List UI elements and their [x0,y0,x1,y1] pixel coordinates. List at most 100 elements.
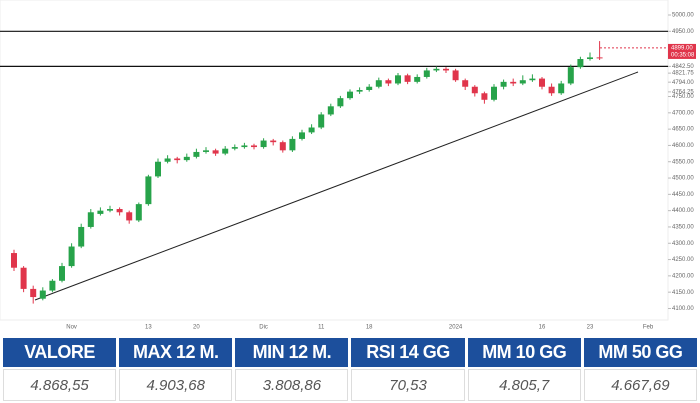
candle-body [116,209,123,213]
candle-body [385,80,392,84]
y-tick-label: 4250.00 [672,257,694,263]
y-tick-label: 4950.00 [672,29,694,35]
candle-body [135,204,142,221]
candle-body [164,158,171,162]
candle-body [500,81,507,87]
candle-body [356,90,363,92]
candle-body [11,253,17,268]
candle-body [347,91,353,99]
header-cell: MIN 12 M. [235,338,349,367]
candle-body [519,80,526,84]
y-tick-label: 4150.00 [672,290,694,296]
candle-body [462,80,469,87]
header-cell: RSI 14 GG [351,338,465,367]
candle-body [308,127,315,133]
candle-body [183,156,190,161]
y-tick-label: 4450.00 [672,192,694,198]
candle-body [203,150,209,152]
x-tick-label: 16 [539,325,546,331]
candle-body [174,158,181,161]
header-cell: MAX 12 M. [119,338,233,367]
value-cell: 4.667,69 [583,369,697,401]
candle-body [577,59,584,68]
y-tick-label: 4794.00 [672,80,694,86]
countdown: 00:35:08 [671,53,695,59]
trend-line [34,71,639,301]
candle-body [231,147,238,149]
candle-body [491,86,497,100]
value-cell: 4.868,55 [3,369,117,401]
y-tick-label: 4200.00 [672,273,694,279]
candle-body [404,75,411,82]
candle-body [39,290,46,299]
candle-body [596,57,603,59]
value-cell: 4.805,7 [467,369,581,401]
y-tick-label: 5000.00 [672,13,694,19]
candle-body [30,288,37,298]
candle-body [510,81,517,84]
candle-body [107,209,113,211]
y-tick-label: 4764.25 [672,89,694,95]
value-cell: 70,53 [351,369,465,401]
candle-body [145,176,152,205]
value-cell: 3.808,86 [235,369,349,401]
x-tick-label: 20 [193,325,200,331]
y-tick-label: 4600.00 [672,143,694,149]
candle-body [539,78,545,87]
value-cell: 4.903,68 [119,369,233,401]
x-tick-label: Nov [66,325,77,331]
y-tick-label: 4821.75 [672,71,694,77]
x-tick-label: Dic [259,325,268,331]
stats-table: VALORE MAX 12 M. MIN 12 M. RSI 14 GG MM 10 G… [0,336,700,403]
y-tick-label: 4500.00 [672,176,694,182]
candle-body [241,145,248,148]
candle-body [318,114,325,128]
candle-body [260,140,267,148]
candle-body [87,212,94,227]
y-tick-label: 4650.00 [672,127,694,133]
header-row: VALORE MAX 12 M. MIN 12 M. RSI 14 GG MM 10 G… [3,338,697,367]
header-cell: MM 10 GG [467,338,581,367]
y-tick-label: 4700.00 [672,110,694,116]
y-tick-label: 4400.00 [672,208,694,214]
header-cell: VALORE [3,338,117,367]
y-tick-label: 4842.50 [672,64,694,70]
candle-body [414,76,421,82]
candle-body [97,210,104,214]
candle-body [548,86,555,94]
candle-body [452,70,459,81]
candle-body [49,280,56,291]
x-tick-label: 18 [366,325,373,331]
y-tick-label: 4750.00 [672,94,694,100]
candle-body [251,145,257,148]
candle-body [212,150,219,154]
candle-body [529,78,536,81]
candle-body [279,142,286,151]
candle-body [222,148,229,154]
candle-body [59,266,65,281]
y-tick-label: 4550.00 [672,159,694,165]
candle-body [433,68,440,71]
candle-body [471,86,478,94]
candle-body [78,226,85,247]
candle-body [366,86,373,90]
candle-body [395,75,401,84]
candle-body [481,93,488,100]
candle-body [375,80,382,87]
y-tick-label: 4300.00 [672,241,694,247]
candle-body [567,67,574,84]
price-tag-box [668,43,696,59]
candle-body [558,83,565,94]
x-tick-label: 11 [318,325,325,331]
y-tick-label: 4100.00 [672,306,694,312]
y-tick-label: 4350.00 [672,225,694,231]
candle-body [68,246,75,267]
candle-body [327,106,334,115]
plot-area [0,0,669,321]
x-tick-label: 13 [145,325,152,331]
candle-body [126,212,133,221]
x-tick-label: 2024 [449,325,463,331]
candle-body [587,57,593,60]
candle-body [20,267,27,289]
